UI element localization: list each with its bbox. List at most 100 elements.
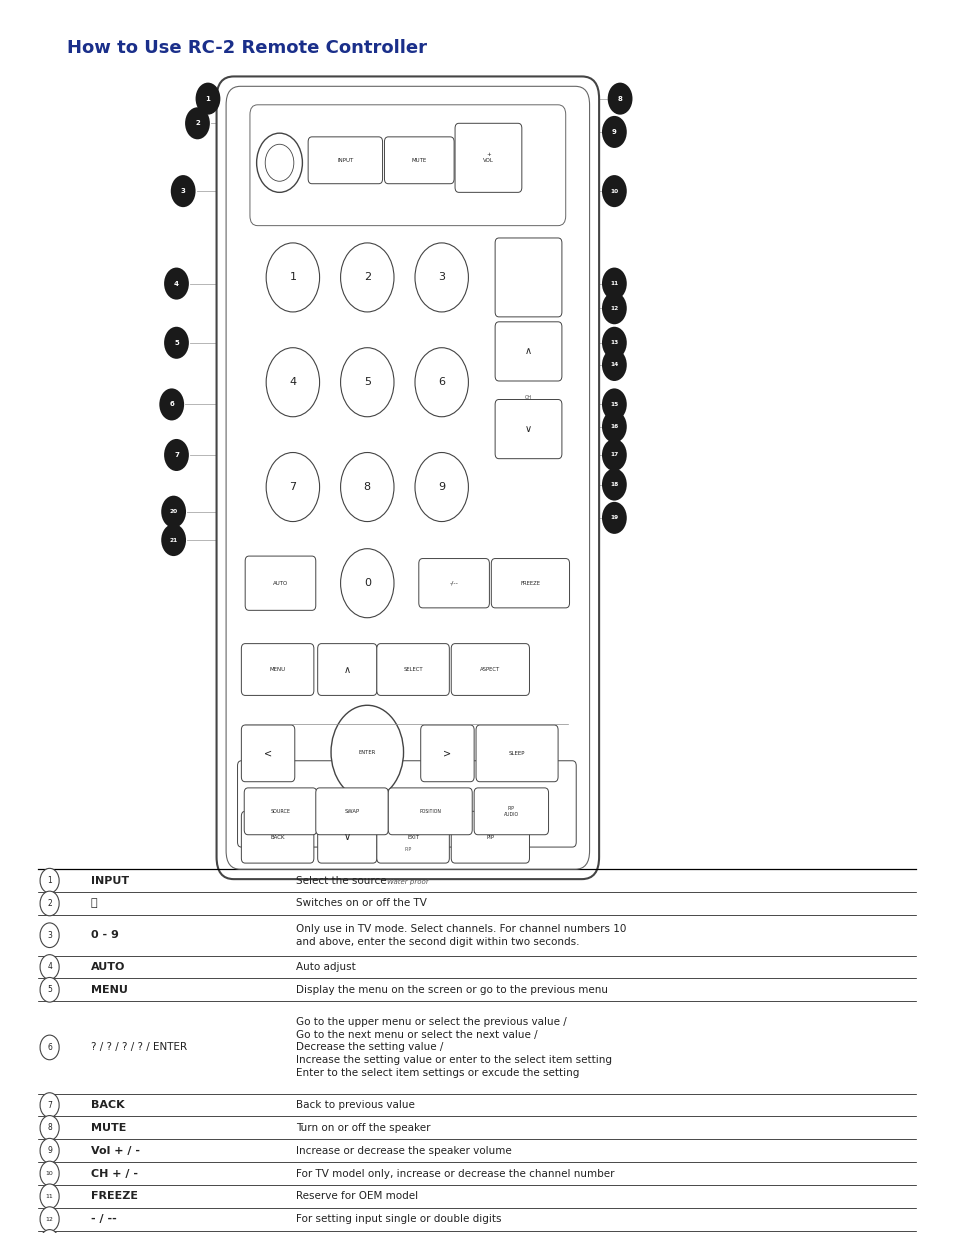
Text: 17: 17 <box>610 453 618 457</box>
Text: For TV model only, increase or decrease the channel number: For TV model only, increase or decrease … <box>295 1169 614 1179</box>
Text: SWAP: SWAP <box>344 809 359 814</box>
Circle shape <box>601 388 626 420</box>
FancyBboxPatch shape <box>315 788 388 835</box>
Text: 9: 9 <box>47 1147 52 1155</box>
Text: EXIT: EXIT <box>407 835 418 840</box>
Text: 5: 5 <box>363 377 371 387</box>
Text: 7: 7 <box>289 482 296 492</box>
FancyBboxPatch shape <box>245 556 315 610</box>
Circle shape <box>40 954 59 979</box>
Text: 19: 19 <box>610 515 618 520</box>
Text: 21: 21 <box>170 538 177 543</box>
Text: FREEZE: FREEZE <box>520 581 539 586</box>
Text: CH + / -: CH + / - <box>91 1169 137 1179</box>
Text: 14: 14 <box>610 363 618 367</box>
Text: ∧: ∧ <box>343 665 351 674</box>
FancyBboxPatch shape <box>376 811 449 863</box>
FancyBboxPatch shape <box>376 644 449 695</box>
Text: For setting input single or double digits: For setting input single or double digit… <box>295 1215 500 1224</box>
Text: 9: 9 <box>611 129 617 134</box>
Text: 6: 6 <box>47 1043 52 1052</box>
Circle shape <box>40 1161 59 1186</box>
Text: 5: 5 <box>47 985 52 994</box>
Text: Reserve for OEM model: Reserve for OEM model <box>295 1191 417 1201</box>
Text: INPUT: INPUT <box>336 158 354 163</box>
Circle shape <box>40 1207 59 1232</box>
Text: - / --: - / -- <box>91 1215 116 1224</box>
Text: 4: 4 <box>289 377 296 387</box>
Circle shape <box>601 502 626 534</box>
Text: SLEEP: SLEEP <box>508 751 525 756</box>
FancyBboxPatch shape <box>388 788 472 835</box>
Text: CH: CH <box>524 395 532 399</box>
Text: 12: 12 <box>610 306 618 311</box>
Text: 4: 4 <box>173 281 179 286</box>
FancyBboxPatch shape <box>455 123 521 192</box>
Circle shape <box>601 327 626 359</box>
Circle shape <box>159 388 184 420</box>
Text: BACK: BACK <box>270 835 285 840</box>
Circle shape <box>601 439 626 471</box>
Circle shape <box>40 1138 59 1163</box>
Text: >: > <box>443 748 451 758</box>
FancyBboxPatch shape <box>451 644 529 695</box>
Text: ENTER: ENTER <box>358 750 375 755</box>
Text: 1: 1 <box>205 96 211 101</box>
Text: 11: 11 <box>46 1194 53 1198</box>
Text: 9: 9 <box>437 482 445 492</box>
Circle shape <box>601 411 626 443</box>
Text: Water proof: Water proof <box>387 879 428 885</box>
Circle shape <box>601 469 626 501</box>
Text: ⏻: ⏻ <box>91 899 97 909</box>
Text: Auto adjust: Auto adjust <box>295 962 355 972</box>
Text: PIP: PIP <box>404 847 411 852</box>
Text: 0 - 9: 0 - 9 <box>91 930 118 941</box>
Text: 12: 12 <box>46 1217 53 1222</box>
Text: MENU: MENU <box>91 985 128 995</box>
Text: AUTO: AUTO <box>91 962 125 972</box>
Circle shape <box>415 453 468 522</box>
Circle shape <box>340 453 394 522</box>
Circle shape <box>256 133 302 192</box>
Text: 3: 3 <box>180 189 186 194</box>
Circle shape <box>40 1116 59 1141</box>
Circle shape <box>171 175 195 207</box>
Text: Turn on or off the speaker: Turn on or off the speaker <box>295 1123 430 1133</box>
Text: 8: 8 <box>617 96 622 101</box>
Text: AUTO: AUTO <box>273 581 288 586</box>
Circle shape <box>40 1036 59 1060</box>
Circle shape <box>161 524 186 556</box>
Text: ASPECT: ASPECT <box>479 667 500 672</box>
Circle shape <box>185 107 210 139</box>
Circle shape <box>415 243 468 312</box>
Circle shape <box>40 922 59 948</box>
Circle shape <box>607 83 632 115</box>
Text: Vol + / -: Vol + / - <box>91 1145 139 1155</box>
FancyBboxPatch shape <box>474 788 548 835</box>
FancyBboxPatch shape <box>384 137 454 184</box>
Circle shape <box>195 83 220 115</box>
Text: 3: 3 <box>437 272 445 282</box>
FancyBboxPatch shape <box>308 137 382 184</box>
Text: Only use in TV mode. Select channels. For channel numbers 10
and above, enter th: Only use in TV mode. Select channels. Fo… <box>295 924 625 947</box>
Text: +
VOL: + VOL <box>482 153 494 163</box>
Circle shape <box>164 268 189 300</box>
Circle shape <box>601 268 626 300</box>
FancyBboxPatch shape <box>476 725 558 782</box>
Text: 13: 13 <box>610 340 618 345</box>
Text: 2: 2 <box>195 121 199 126</box>
FancyBboxPatch shape <box>420 725 474 782</box>
Text: 10: 10 <box>610 189 618 194</box>
Text: MENU: MENU <box>270 667 285 672</box>
Text: BACK: BACK <box>91 1100 124 1110</box>
FancyBboxPatch shape <box>241 644 314 695</box>
Circle shape <box>601 292 626 324</box>
Text: FREEZE: FREEZE <box>91 1191 137 1201</box>
Text: SELECT: SELECT <box>403 667 422 672</box>
Text: Display the menu on the screen or go to the previous menu: Display the menu on the screen or go to … <box>295 985 607 995</box>
Text: 7: 7 <box>47 1101 52 1110</box>
FancyBboxPatch shape <box>451 811 529 863</box>
Text: 1: 1 <box>48 877 51 885</box>
FancyBboxPatch shape <box>495 399 561 459</box>
Circle shape <box>164 327 189 359</box>
